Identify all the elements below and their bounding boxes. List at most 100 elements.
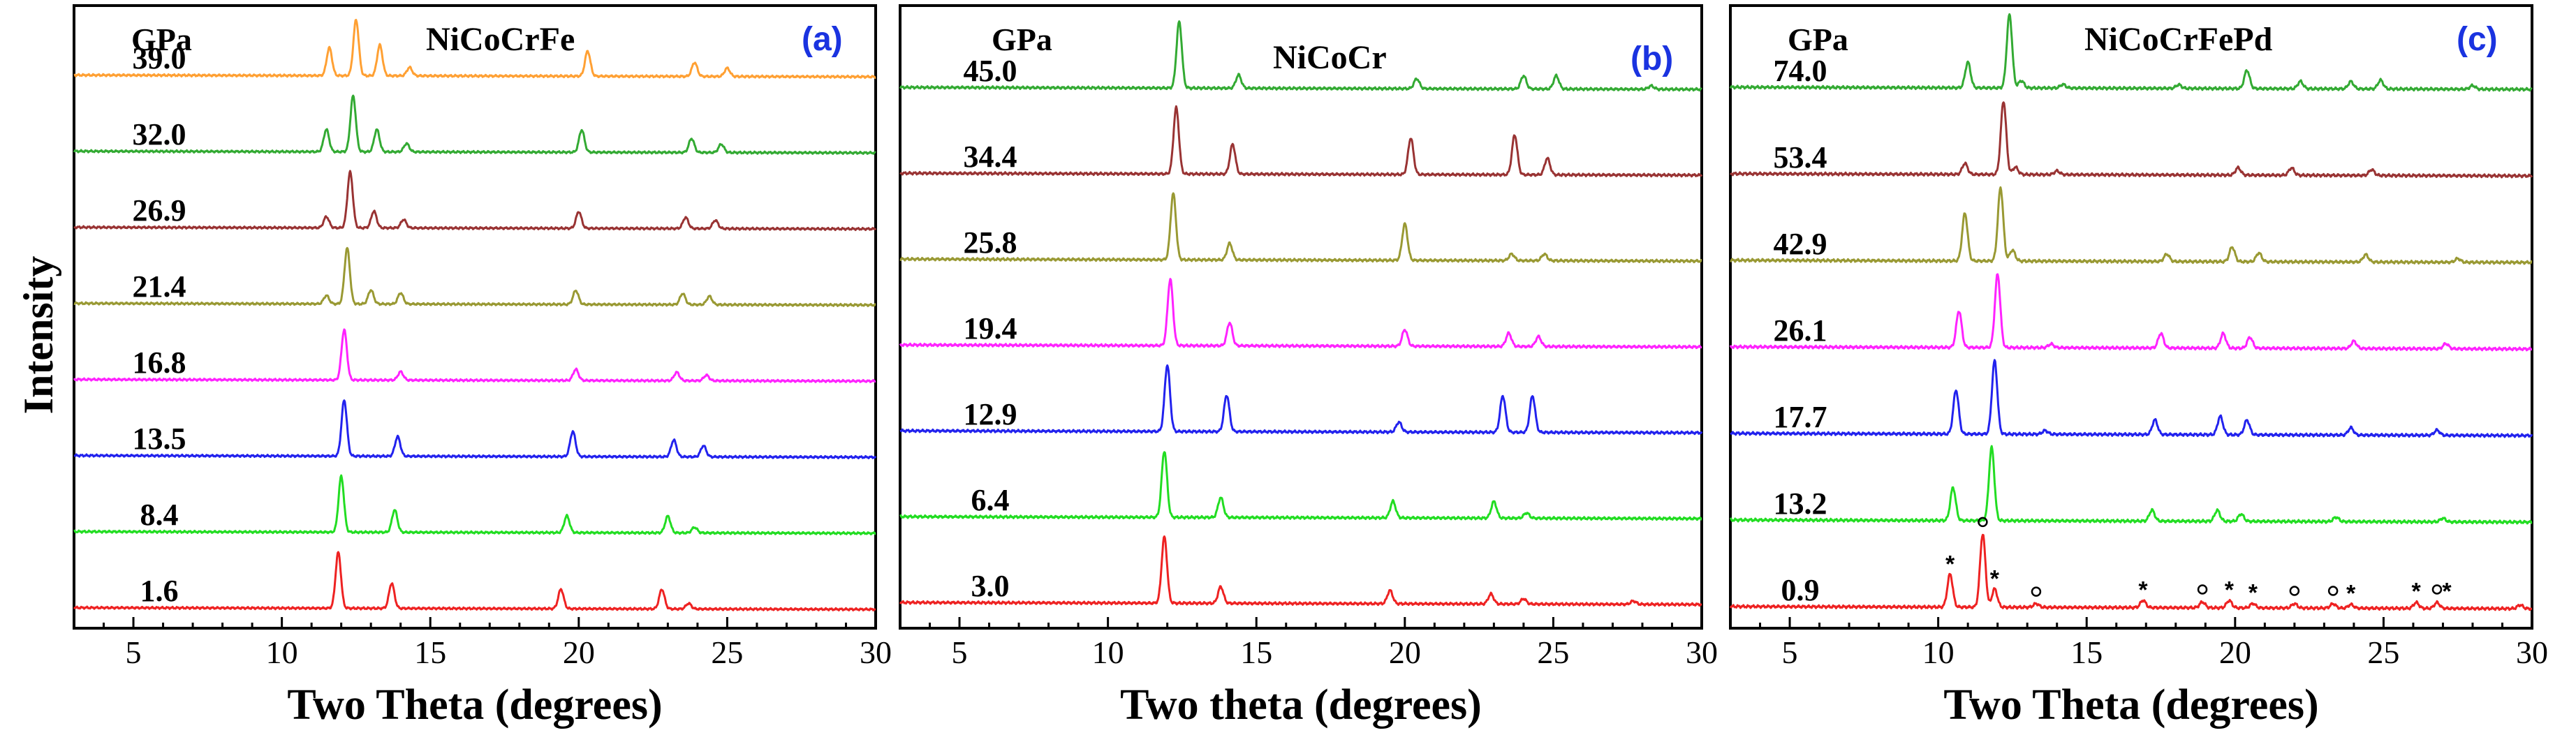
hexagonal-peak-marker [2327,586,2339,596]
pressure-label: 45.0 [964,54,1017,88]
pressure-label: 25.8 [964,225,1017,260]
x-tick-label: 5 [1782,634,1798,670]
x-tick-label: 20 [2219,634,2251,670]
panel-c-peak-markers: * * * * * * * * [1945,517,2452,607]
x-tick-label: 20 [563,634,595,670]
pressure-label: 34.4 [964,140,1017,174]
fcc-peak-marker: * [2138,577,2148,603]
panel-b-pressure-labels: 3.0 6.4 12.9 19.4 25.8 34.4 45.0 [964,54,1017,603]
panel-c-pressure-labels: 0.9 13.2 17.7 26.1 42.9 53.4 74.0 [1774,54,1827,607]
panel-b-x-label: Two theta (degrees) [1120,681,1482,729]
x-tick-label: 10 [1092,634,1124,670]
panel-a-traces [73,19,877,611]
hexagonal-peak-marker [2031,586,2042,597]
panel-b: GPa NiCoCr (b) 5 10 15 20 25 30 3.0 6.4 12.9 19.… [899,4,1718,729]
x-tick-label: 15 [414,634,446,670]
x-tick-label: 10 [1922,634,1955,670]
pressure-label: 13.5 [133,422,186,456]
pressure-trace [899,535,1702,607]
pressure-trace [1729,13,2533,92]
x-tick-label: 5 [952,634,968,670]
panel-c-frame [1729,4,2533,630]
x-tick-label: 10 [266,634,298,670]
x-tick-label: 20 [1389,634,1421,670]
panel-c-ticks: 5 10 15 20 25 30 [1729,617,2548,670]
pressure-trace [899,20,1702,92]
pressure-trace [1729,273,2533,352]
pressure-trace [899,192,1702,264]
panel-a-x-label: Two Theta (degrees) [287,681,662,729]
x-tick-label: 5 [126,634,142,670]
panel-a-pressure-labels: 1.6 8.4 13.5 16.8 21.4 26.9 32.0 39.0 [133,41,186,608]
hexagonal-peak-marker [2289,586,2300,596]
pressure-trace [1729,101,2533,179]
pressure-label: 6.4 [971,483,1010,517]
pressure-trace [899,451,1702,521]
fcc-peak-marker: * [2412,578,2422,604]
panel-b-letter: (b) [1631,40,1673,77]
pressure-label: 21.4 [133,269,186,304]
pressure-label: 19.4 [964,311,1017,346]
panel-a-title: NiCoCrFe [426,21,575,58]
panel-c-x-label: Two Theta (degrees) [1943,681,2318,729]
x-tick-label: 25 [1537,634,1569,670]
pressure-trace [1729,445,2533,525]
x-tick-label: 25 [2367,634,2399,670]
panel-b-title: NiCoCr [1273,39,1387,76]
hexagonal-peak-marker [1978,517,1988,528]
hexagonal-peak-marker [2197,584,2208,595]
panel-b-frame [899,4,1703,630]
panel-b-ticks: 5 10 15 20 25 30 [899,617,1718,670]
x-tick-label: 30 [2516,634,2548,670]
x-tick-label: 30 [1686,634,1718,670]
panel-c: GPa NiCoCrFePd (c) 5 10 15 20 25 30 0.9 13.2 17… [1729,4,2548,729]
pressure-label: 1.6 [140,574,179,608]
fcc-peak-marker: * [2249,580,2258,607]
panel-b-traces [899,20,1703,607]
panel-a-ticks: 5 10 15 20 25 30 [73,617,892,670]
pressure-trace [73,19,876,79]
pressure-trace [73,170,877,231]
pressure-trace [899,364,1703,436]
pressure-label: 42.9 [1774,227,1827,261]
x-tick-label: 15 [1240,634,1272,670]
pressure-label: 53.4 [1774,140,1827,175]
fcc-peak-marker: * [2346,581,2356,607]
fcc-peak-marker: * [2442,578,2452,604]
pressure-label: 12.9 [964,397,1017,431]
pressure-trace [73,399,877,459]
pressure-label: 17.7 [1774,400,1827,434]
hexagonal-peak-marker [2431,584,2443,595]
pressure-trace [73,94,876,155]
panel-c-title: NiCoCrFePd [2084,21,2273,58]
y-axis-label: Intensity [15,256,61,415]
x-tick-label: 25 [711,634,743,670]
panel-a-pressure-header: GPa [131,22,192,57]
pressure-label: 26.9 [133,193,186,228]
pressure-trace [73,551,876,611]
x-tick-label: 15 [2070,634,2103,670]
pressure-trace [73,328,876,383]
panel-c-letter: (c) [2457,21,2498,58]
pressure-trace [1729,533,2533,611]
pressure-trace [1730,186,2533,265]
x-tick-label: 30 [860,634,892,670]
pressure-label: 32.0 [133,117,186,151]
pressure-label: 0.9 [1781,573,1820,607]
pressure-trace [1730,359,2533,438]
pressure-label: 16.8 [133,346,186,380]
fcc-peak-marker: * [1990,566,2000,593]
pressure-label: 26.1 [1774,313,1827,348]
panel-a-letter: (a) [802,21,843,58]
pressure-label: 74.0 [1774,54,1827,88]
pressure-trace [73,474,876,535]
pressure-label: 39.0 [133,41,186,75]
pressure-trace [899,278,1702,350]
panel-c-pressure-header: GPa [1788,22,1848,57]
pressure-label: 8.4 [140,498,179,532]
panel-b-pressure-header: GPa [992,22,1052,57]
pressure-trace [73,246,876,307]
pressure-label: 13.2 [1774,487,1827,521]
panel-c-traces [1729,13,2533,611]
